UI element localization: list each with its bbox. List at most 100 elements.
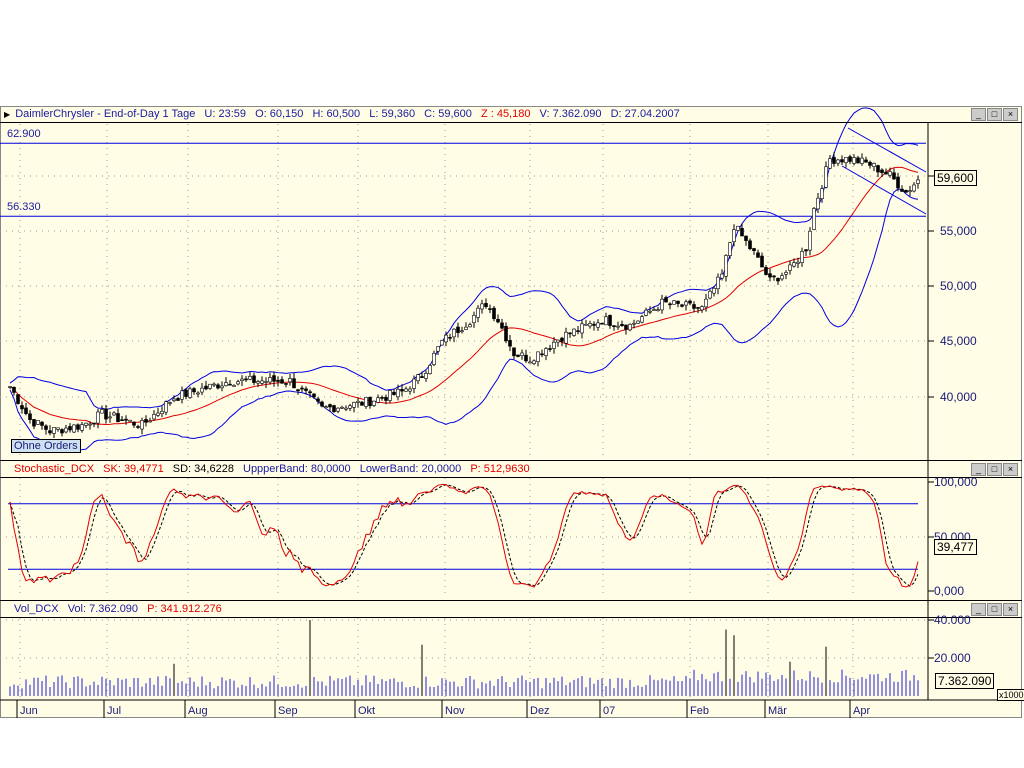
- ohne-orders-button[interactable]: Ohne Orders: [11, 439, 81, 453]
- candle: [232, 385, 236, 387]
- candle: [628, 324, 632, 331]
- candle: [732, 229, 736, 242]
- candle: [180, 390, 184, 400]
- candle: [20, 405, 24, 410]
- close-button[interactable]: ×: [1003, 108, 1018, 121]
- candle: [320, 401, 324, 407]
- minimize-button[interactable]: _: [971, 463, 986, 476]
- candle: [28, 413, 32, 420]
- maximize-button[interactable]: □: [987, 463, 1002, 476]
- stoch-sk-line: [9, 483, 919, 588]
- candle: [692, 304, 696, 309]
- candle: [372, 400, 376, 406]
- candle: [228, 383, 232, 386]
- candle: [280, 379, 284, 384]
- candle: [896, 176, 900, 189]
- candle: [532, 360, 536, 364]
- candle: [32, 419, 36, 427]
- candle: [388, 390, 392, 401]
- candle: [236, 381, 240, 385]
- candle: [336, 407, 340, 412]
- candle: [584, 323, 588, 326]
- close-button[interactable]: ×: [1003, 463, 1018, 476]
- candle: [884, 171, 888, 175]
- candle: [128, 419, 132, 422]
- price-tick: 45,000: [940, 334, 977, 348]
- minimize-button[interactable]: _: [971, 603, 986, 616]
- candle: [608, 315, 612, 326]
- candle: [420, 376, 424, 378]
- candle: [196, 392, 200, 395]
- candle: [340, 406, 344, 409]
- candle: [760, 255, 764, 268]
- candle: [640, 316, 644, 323]
- candle: [688, 300, 692, 304]
- candle: [560, 337, 564, 342]
- instrument-name: DaimlerChrysler - End-of-Day 1 Tage: [15, 108, 196, 120]
- candle: [240, 378, 244, 381]
- candle: [624, 324, 628, 330]
- candle: [296, 389, 300, 391]
- candle: [244, 378, 248, 381]
- maximize-button[interactable]: □: [987, 603, 1002, 616]
- minimize-button[interactable]: _: [971, 108, 986, 121]
- candle: [256, 381, 260, 384]
- candle: [112, 412, 116, 416]
- candle: [164, 401, 168, 413]
- maximize-button[interactable]: □: [987, 108, 1002, 121]
- candle: [840, 159, 844, 163]
- candle: [680, 304, 684, 307]
- candle: [564, 331, 568, 344]
- candle: [816, 197, 820, 210]
- candle: [268, 377, 272, 383]
- candle: [548, 348, 552, 350]
- candle: [496, 318, 500, 323]
- last-volume-label: 7.362.090: [935, 673, 995, 689]
- candle: [312, 393, 316, 398]
- candle: [572, 328, 576, 336]
- candle: [828, 158, 832, 169]
- candle: [904, 190, 908, 193]
- candle: [588, 323, 592, 327]
- stoch-p: P: 512,9630: [470, 463, 530, 475]
- stoch-name: Stochastic_DCX: [14, 463, 95, 475]
- candle: [516, 354, 520, 357]
- candle: [600, 322, 604, 325]
- candle: [48, 430, 52, 434]
- candle: [596, 322, 600, 328]
- candle: [412, 378, 416, 389]
- month-label: Sep: [278, 705, 298, 717]
- candle: [748, 240, 752, 250]
- volume-pane-header: Vol_DCX Vol: 7.362.090 P: 341.912.276 _ □…: [0, 600, 1022, 618]
- candle: [392, 391, 396, 395]
- candle: [324, 406, 328, 408]
- candle: [12, 386, 16, 393]
- month-label: Feb: [690, 705, 709, 717]
- candle: [852, 157, 856, 164]
- candle: [664, 297, 668, 303]
- candle: [248, 376, 252, 380]
- candle: [424, 373, 428, 379]
- close-button[interactable]: ×: [1003, 603, 1018, 616]
- trend-channel-upper: [847, 127, 927, 173]
- candle: [384, 397, 388, 401]
- month-label: Nov: [445, 705, 465, 717]
- expand-arrow-icon[interactable]: ▶: [4, 110, 11, 119]
- stochastic-pane-header: Stochastic_DCX SK: 39,4771 SD: 34,6228 U…: [0, 460, 1022, 478]
- candle: [832, 157, 836, 164]
- candle: [16, 394, 20, 404]
- month-label: Apr: [853, 705, 871, 717]
- candle: [872, 163, 876, 167]
- candle: [56, 427, 60, 430]
- candle: [252, 375, 256, 383]
- stoch-sk: SK: 39,4771: [103, 463, 164, 475]
- candle: [120, 419, 124, 422]
- candle: [836, 159, 840, 164]
- candle: [908, 190, 912, 193]
- candle: [800, 251, 804, 264]
- candle: [604, 316, 608, 326]
- stoch-lower: LowerBand: 20,0000: [359, 463, 462, 475]
- candle: [96, 411, 100, 424]
- candle: [400, 389, 404, 392]
